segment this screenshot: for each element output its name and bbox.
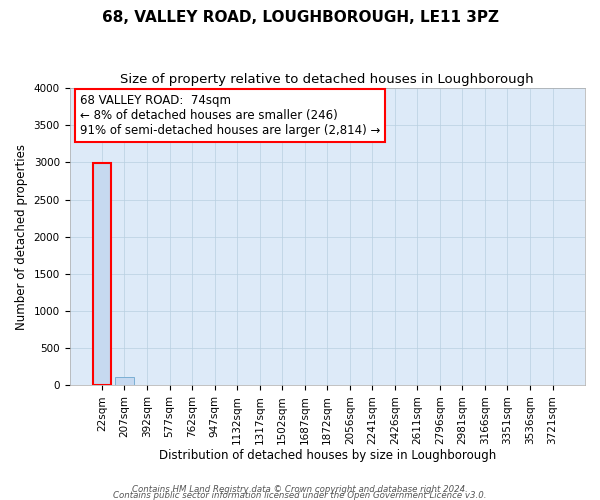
X-axis label: Distribution of detached houses by size in Loughborough: Distribution of detached houses by size …	[158, 450, 496, 462]
Y-axis label: Number of detached properties: Number of detached properties	[15, 144, 28, 330]
Text: Contains HM Land Registry data © Crown copyright and database right 2024.: Contains HM Land Registry data © Crown c…	[132, 484, 468, 494]
Text: 68 VALLEY ROAD:  74sqm
← 8% of detached houses are smaller (246)
91% of semi-det: 68 VALLEY ROAD: 74sqm ← 8% of detached h…	[80, 94, 380, 137]
Text: Contains public sector information licensed under the Open Government Licence v3: Contains public sector information licen…	[113, 490, 487, 500]
Text: 68, VALLEY ROAD, LOUGHBOROUGH, LE11 3PZ: 68, VALLEY ROAD, LOUGHBOROUGH, LE11 3PZ	[101, 10, 499, 25]
Bar	[115, 376, 134, 386]
Bar	[93, 162, 111, 386]
Title: Size of property relative to detached houses in Loughborough: Size of property relative to detached ho…	[121, 72, 534, 86]
